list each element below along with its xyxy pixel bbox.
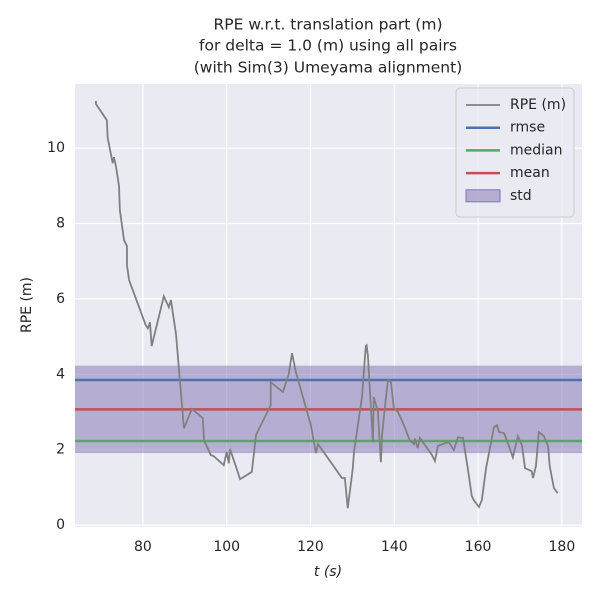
title-line: (with Sim(3) Umeyama alignment) xyxy=(194,59,463,77)
x-tick-label: 100 xyxy=(213,539,240,555)
x-tick-label: 180 xyxy=(549,539,576,555)
y-tick-label: 2 xyxy=(56,442,65,458)
x-tick-label: 140 xyxy=(381,539,408,555)
legend: RPE (m) rmse median mean std xyxy=(455,87,575,218)
y-tick-label: 10 xyxy=(47,140,65,156)
y-tick-label: 6 xyxy=(56,291,65,307)
data-line xyxy=(95,100,559,509)
legend-label: median xyxy=(510,142,562,158)
y-tick-label: 8 xyxy=(56,215,65,231)
legend-box xyxy=(455,87,575,218)
title-line: RPE w.r.t. translation part (m) xyxy=(213,16,442,34)
x-axis-label: t (s) xyxy=(314,564,342,580)
x-tick-label: 80 xyxy=(134,539,152,555)
x-tick-label: 120 xyxy=(297,539,324,555)
y-tick-label: 4 xyxy=(56,366,65,382)
legend-label: RPE (m) xyxy=(510,97,566,113)
legend-label: std xyxy=(510,188,532,204)
y-tick-label: 0 xyxy=(56,517,65,533)
x-tick-label: 160 xyxy=(465,539,492,555)
title-line: for delta = 1.0 (m) using all pairs xyxy=(199,37,457,55)
marks xyxy=(75,100,582,509)
y-axis-label: RPE (m) xyxy=(19,277,35,333)
legend-label: rmse xyxy=(510,120,545,136)
legend-swatch xyxy=(465,189,501,203)
legend-label: mean xyxy=(510,165,550,181)
